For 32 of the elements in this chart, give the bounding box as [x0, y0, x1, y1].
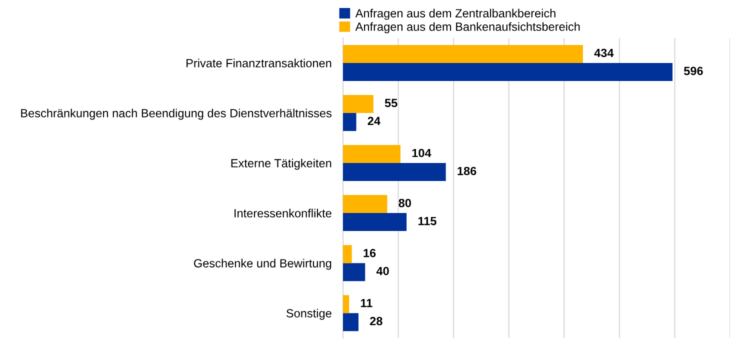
legend-label: Anfragen aus dem Bankenaufsichtsbereich: [355, 22, 580, 34]
data-label: 24: [368, 116, 380, 126]
legend-label: Anfragen aus dem Zentralbankbereich: [355, 8, 556, 20]
bar: [343, 145, 400, 164]
y-tick-label: Beschränkungen nach Beendigung des Dienstverhältnisses: [21, 108, 332, 120]
bar: [343, 163, 446, 182]
data-label: 115: [418, 216, 436, 226]
bar: [343, 263, 366, 282]
bar: [343, 195, 388, 214]
bar: [343, 62, 673, 81]
y-tick-label: Geschenke und Bewirtung: [194, 258, 332, 270]
bar: [343, 94, 374, 113]
bar: [343, 44, 583, 63]
data-label: 596: [684, 66, 703, 76]
y-tick-label: Externe Tätigkeiten: [231, 158, 332, 170]
y-tick-label: Interessenkonflikte: [234, 208, 332, 218]
data-label: 186: [458, 166, 476, 176]
y-tick-label: Private Finanztransaktionen: [186, 58, 332, 68]
bar: [343, 213, 407, 232]
y-tick-label: Sonstige: [286, 308, 332, 320]
data-label: 28: [370, 316, 382, 326]
data-label: 104: [412, 148, 432, 158]
bar: [343, 313, 358, 332]
bar: [343, 245, 352, 264]
data-label: 80: [398, 198, 411, 208]
data-label: 40: [376, 266, 389, 276]
data-label: 434: [594, 48, 614, 58]
data-label: 11: [360, 299, 372, 308]
bar: [343, 295, 350, 314]
data-label: 16: [364, 248, 376, 258]
bar: [343, 112, 356, 131]
data-label: 55: [384, 98, 398, 108]
